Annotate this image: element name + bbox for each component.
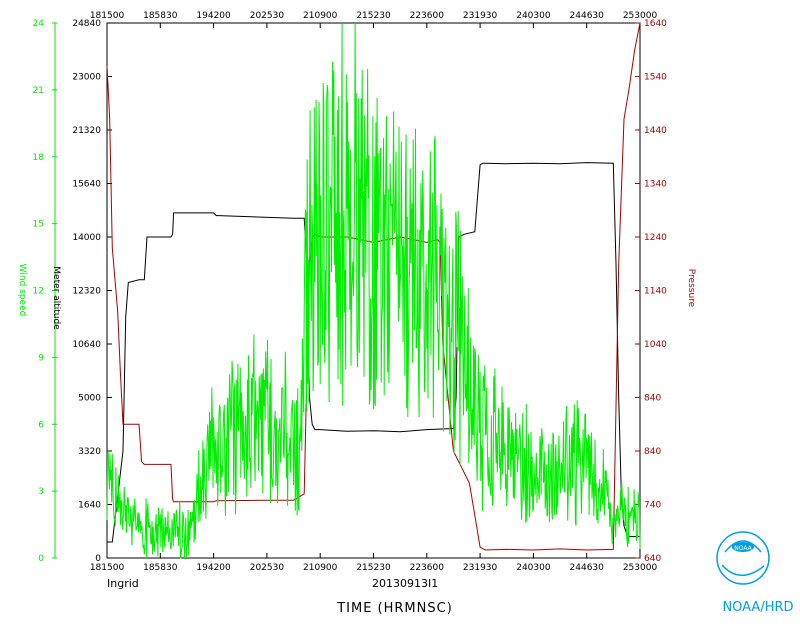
altitude-tick-label: 12320 [72,287,101,297]
altitude-tick-label: 24840 [72,19,101,29]
altitude-tick-label: 0 [95,554,101,564]
wind-speed-tick-label: 18 [33,153,45,163]
series-layer [106,22,641,559]
x-tick-label-top: 231930 [463,11,498,21]
x-tick-label: 210900 [303,563,338,573]
org-label: NOAA/HRD [722,600,793,615]
pressure-tick-label: 1040 [644,340,667,350]
noaa-logo: NOAA [716,531,770,585]
wind-speed-tick-label: 0 [38,554,44,564]
x-tick-label-top: 240300 [516,11,551,21]
x-tick-label-top: 185830 [143,11,178,21]
noaa-logo-text: NOAA [734,545,752,552]
pressure-tick-label: 1440 [644,126,667,136]
wind-speed-tick-label: 15 [33,220,44,230]
pressure-tick-label: 1240 [644,233,667,243]
pressure-tick-label: 640 [644,554,661,564]
x-tick-label-top: 194200 [196,11,231,21]
pressure-axis-label: Pressure [686,269,696,308]
x-tick-label-top: 253000 [623,11,658,21]
x-axis-bottom: 181500 185830 194200 202530 210900 215230 2236… [90,553,658,573]
altitude-tick-label: 10640 [72,340,101,350]
x-tick-label: 223600 [410,563,445,573]
x-tick-label-top: 181500 [90,11,125,21]
altitude-axis-label: Meter altitude [51,266,61,330]
pressure-tick-label: 1340 [644,180,667,190]
x-tick-label: 231930 [463,563,498,573]
wind-speed-line [106,22,641,559]
x-tick-label-top: 215230 [356,11,391,21]
x-tick-label-top: 244630 [570,11,605,21]
x-tick-label: 215230 [356,563,391,573]
altitude-tick-label: 5000 [78,394,101,404]
altitude-tick-label: 1640 [78,501,101,511]
wind-speed-tick-label: 9 [38,353,44,363]
pressure-tick-label: 840 [644,394,661,404]
x-tick-label-top: 210900 [303,11,338,21]
wind-speed-tick-label: 12 [33,287,44,297]
wind-speed-tick-label: 21 [33,86,44,96]
x-tick-label: 253000 [623,563,658,573]
wind-speed-tick-label: 3 [38,487,44,497]
pressure-tick-label: 740 [644,501,661,511]
x-axis-top: 181500 185830 194200 202530 210900 215230 2236… [90,11,658,28]
x-tick-label: 240300 [516,563,551,573]
pressure-tick-label: 840 [644,447,661,457]
altitude-tick-label: 21320 [72,126,101,136]
wind-speed-tick-label: 6 [38,420,44,430]
altitude-tick-label: 15640 [72,180,101,190]
altitude-axis: 0 1640 3320 5000 10640 12320 14000 15640 21320 23… [72,19,112,564]
x-tick-label: 181500 [90,563,125,573]
pressure-tick-label: 1540 [644,73,667,83]
pressure-tick-label: 1640 [644,19,667,29]
x-tick-label: 185830 [143,563,178,573]
altitude-tick-label: 23000 [72,73,101,83]
pressure-tick-label: 1140 [644,287,667,297]
x-tick-label-top: 223600 [410,11,445,21]
x-tick-label-top: 202530 [250,11,285,21]
series-line-0 [107,162,640,543]
pressure-axis: 640 740 840 840 1040 1140 1240 1340 1440 1540 1640 [635,19,667,564]
wind-speed-axis: 0 3 6 9 12 15 18 21 24 [33,19,57,564]
wind-speed-axis-label: Wind speed [17,264,27,317]
altitude-tick-label: 3320 [78,447,101,457]
x-tick-label: 202530 [250,563,285,573]
altitude-tick-label: 14000 [72,233,101,243]
x-axis-label: TIME (HRMNSC) [336,601,453,616]
storm-name: Ingrid [107,577,139,590]
flight-id: 20130913I1 [372,577,438,590]
x-tick-label: 194200 [196,563,231,573]
x-tick-label: 244630 [570,563,605,573]
wind-speed-tick-label: 24 [33,19,45,29]
